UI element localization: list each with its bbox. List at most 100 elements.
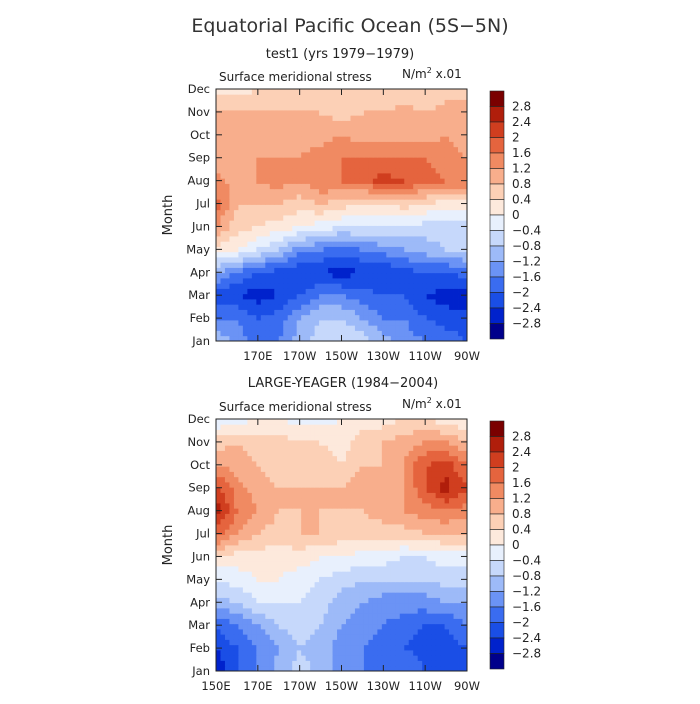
heatmap-cell: [261, 315, 266, 321]
heatmap-cell: [261, 535, 266, 541]
heatmap-cell: [400, 142, 405, 148]
heatmap-cell: [409, 592, 414, 598]
heatmap-cell: [252, 247, 257, 253]
heatmap-cell: [247, 634, 252, 640]
heatmap-cell: [346, 320, 351, 326]
heatmap-cell: [355, 199, 360, 205]
heatmap-cell: [333, 508, 338, 514]
heatmap-cell: [368, 136, 373, 142]
heatmap-cell: [422, 199, 427, 205]
heatmap-cell: [342, 514, 347, 520]
heatmap-cell: [261, 184, 266, 190]
heatmap-cell: [283, 640, 288, 646]
heatmap-cell: [350, 215, 355, 221]
heatmap-cell: [292, 582, 297, 588]
heatmap-cell: [301, 514, 306, 520]
heatmap-cell: [422, 94, 427, 100]
heatmap-cell: [337, 173, 342, 179]
heatmap-cell: [270, 136, 275, 142]
heatmap-cell: [391, 466, 396, 472]
heatmap-cell: [225, 299, 230, 305]
heatmap-cell: [283, 278, 288, 284]
heatmap-cell: [377, 540, 382, 546]
heatmap-cell: [377, 320, 382, 326]
heatmap-cell: [252, 619, 257, 625]
heatmap-cell: [234, 210, 239, 216]
heatmap-cell: [346, 466, 351, 472]
heatmap-cell: [346, 189, 351, 195]
heatmap-cell: [373, 503, 378, 509]
heatmap-cell: [404, 252, 409, 258]
heatmap-cell: [440, 304, 445, 310]
heatmap-cell: [279, 236, 284, 242]
heatmap-cell: [391, 136, 396, 142]
heatmap-cell: [404, 577, 409, 583]
heatmap-cell: [301, 126, 306, 132]
heatmap-cell: [373, 189, 378, 195]
heatmap-cell: [283, 110, 288, 116]
heatmap-cell: [355, 115, 360, 121]
heatmap-cell: [377, 619, 382, 625]
heatmap-cell: [261, 199, 266, 205]
heatmap-cell: [368, 493, 373, 499]
heatmap-cell: [265, 110, 270, 116]
heatmap-cell: [247, 283, 252, 289]
heatmap-cell: [292, 503, 297, 509]
heatmap-cell: [427, 556, 432, 562]
heatmap-cell: [449, 241, 454, 247]
heatmap-cell: [454, 173, 459, 179]
heatmap-cell: [350, 173, 355, 179]
heatmap-cell: [418, 157, 423, 163]
heatmap-cell: [292, 598, 297, 604]
heatmap-cell: [333, 550, 338, 556]
heatmap-cell: [346, 613, 351, 619]
heatmap-cell: [359, 514, 364, 520]
colorbar-label: −0.4: [512, 224, 541, 238]
heatmap-cell: [458, 503, 463, 509]
heatmap-cell: [297, 283, 302, 289]
heatmap-cell: [234, 535, 239, 541]
heatmap-cell: [274, 603, 279, 609]
heatmap-cell: [333, 268, 338, 274]
heatmap-cell: [279, 603, 284, 609]
heatmap-cell: [377, 545, 382, 551]
heatmap-cell: [238, 121, 243, 127]
heatmap-cell: [261, 461, 266, 467]
heatmap-cell: [350, 310, 355, 316]
heatmap-cell: [377, 131, 382, 137]
heatmap-cell: [301, 100, 306, 106]
heatmap-cell: [368, 592, 373, 598]
heatmap-cell: [404, 189, 409, 195]
heatmap-cell: [319, 278, 324, 284]
heatmap-cell: [422, 571, 427, 577]
heatmap-cell: [364, 556, 369, 562]
heatmap-cell: [297, 508, 302, 514]
heatmap-cell: [418, 152, 423, 158]
heatmap-cell: [436, 205, 441, 211]
heatmap-cell: [216, 299, 221, 305]
heatmap-cell: [440, 231, 445, 237]
heatmap-cell: [431, 577, 436, 583]
heatmap-cell: [377, 524, 382, 530]
heatmap-cell: [427, 210, 432, 216]
heatmap-cell: [418, 294, 423, 300]
heatmap-cell: [342, 136, 347, 142]
heatmap-cell: [279, 289, 284, 295]
heatmap-cell: [449, 661, 454, 667]
heatmap-cell: [216, 163, 221, 169]
heatmap-cell: [310, 115, 315, 121]
heatmap-cell: [315, 634, 320, 640]
heatmap-cell: [413, 194, 418, 200]
heatmap-cell: [306, 603, 311, 609]
heatmap-cell: [256, 205, 261, 211]
heatmap-cell: [445, 215, 450, 221]
heatmap-cell: [373, 498, 378, 504]
heatmap-cell: [373, 529, 378, 535]
heatmap-cell: [386, 310, 391, 316]
heatmap-cell: [422, 477, 427, 483]
heatmap-cell: [382, 194, 387, 200]
heatmap-cell: [395, 257, 400, 263]
heatmap-cell: [225, 598, 230, 604]
heatmap-cell: [225, 571, 230, 577]
heatmap-cell: [350, 561, 355, 567]
